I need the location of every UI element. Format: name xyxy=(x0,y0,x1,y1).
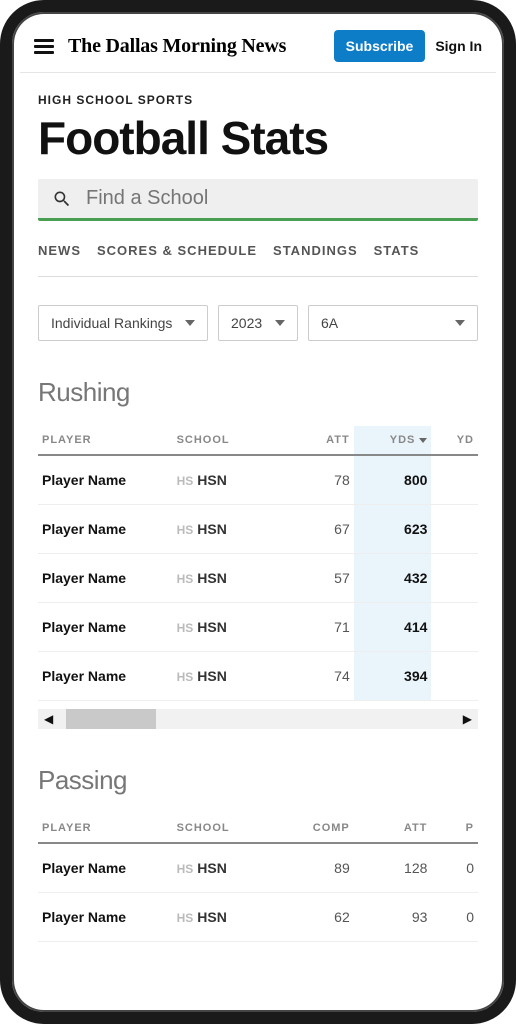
eyebrow: HIGH SCHOOL SPORTS xyxy=(38,93,478,107)
subnav-stats[interactable]: STATS xyxy=(374,243,420,258)
filter-type-label: Individual Rankings xyxy=(51,315,172,331)
stat-yds: 432 xyxy=(354,554,432,603)
stat-att: 128 xyxy=(354,843,432,893)
table-row[interactable]: Player NameHSHSN67623 xyxy=(38,505,478,554)
school-name[interactable]: HSHSN xyxy=(173,554,282,603)
col-ydg[interactable]: YD xyxy=(431,426,478,455)
player-name[interactable]: Player Name xyxy=(38,603,173,652)
rushing-scrollbar[interactable]: ◀ ▶ xyxy=(38,709,478,729)
scroll-right-icon[interactable]: ▶ xyxy=(463,712,472,726)
sort-desc-icon xyxy=(419,438,427,443)
col-school[interactable]: SCHOOL xyxy=(173,426,282,455)
section-title-rushing: Rushing xyxy=(38,377,478,408)
stat-yds: 414 xyxy=(354,603,432,652)
subnav-scores[interactable]: SCORES & SCHEDULE xyxy=(97,243,257,258)
filter-year-select[interactable]: 2023 xyxy=(218,305,298,341)
menu-icon[interactable] xyxy=(30,35,58,58)
stat-extra xyxy=(431,603,478,652)
table-row[interactable]: Player NameHSHSN78800 xyxy=(38,455,478,505)
school-name[interactable]: HSHSN xyxy=(173,603,282,652)
stat-att: 71 xyxy=(281,603,353,652)
col-player[interactable]: PLAYER xyxy=(38,426,173,455)
chevron-down-icon xyxy=(185,320,195,326)
player-name[interactable]: Player Name xyxy=(38,455,173,505)
col-school[interactable]: SCHOOL xyxy=(173,814,282,843)
table-row[interactable]: Player NameHSHSN74394 xyxy=(38,652,478,701)
subscribe-button[interactable]: Subscribe xyxy=(334,30,426,62)
stat-att: 67 xyxy=(281,505,353,554)
stat-yds: 623 xyxy=(354,505,432,554)
player-name[interactable]: Player Name xyxy=(38,554,173,603)
filters: Individual Rankings 2023 6A xyxy=(38,305,478,341)
header: The Dallas Morning News Subscribe Sign I… xyxy=(20,20,496,73)
player-name[interactable]: Player Name xyxy=(38,652,173,701)
player-name[interactable]: Player Name xyxy=(38,505,173,554)
filter-type-select[interactable]: Individual Rankings xyxy=(38,305,208,341)
stat-yds: 394 xyxy=(354,652,432,701)
col-yds[interactable]: YDS xyxy=(354,426,432,455)
school-logo: HS xyxy=(177,474,194,488)
table-row[interactable]: Player NameHSHSN57432 xyxy=(38,554,478,603)
table-row[interactable]: Player NameHSHSN71414 xyxy=(38,603,478,652)
signin-link[interactable]: Sign In xyxy=(435,38,482,54)
subnav: NEWS SCORES & SCHEDULE STANDINGS STATS xyxy=(38,243,478,258)
school-logo: HS xyxy=(177,862,194,876)
stat-att: 57 xyxy=(281,554,353,603)
search-input[interactable] xyxy=(86,187,464,210)
scroll-left-icon[interactable]: ◀ xyxy=(44,712,53,726)
stat-comp: 62 xyxy=(281,893,353,942)
table-row[interactable]: Player NameHSHSN891280 xyxy=(38,843,478,893)
stat-pct: 0 xyxy=(431,843,478,893)
col-att[interactable]: ATT xyxy=(281,426,353,455)
school-logo: HS xyxy=(177,621,194,635)
school-name[interactable]: HSHSN xyxy=(173,455,282,505)
masthead-logo[interactable]: The Dallas Morning News xyxy=(68,35,286,58)
filter-year-label: 2023 xyxy=(231,315,262,331)
rushing-table: PLAYER SCHOOL ATT YDS YD Player NameHSHS… xyxy=(38,426,478,701)
page-title: Football Stats xyxy=(38,111,478,165)
stat-att: 74 xyxy=(281,652,353,701)
search-box[interactable] xyxy=(38,179,478,221)
stat-yds: 800 xyxy=(354,455,432,505)
stat-att: 78 xyxy=(281,455,353,505)
school-name[interactable]: HSHSN xyxy=(173,505,282,554)
filter-class-select[interactable]: 6A xyxy=(308,305,478,341)
school-name[interactable]: HSHSN xyxy=(173,843,282,893)
chevron-down-icon xyxy=(455,320,465,326)
passing-table: PLAYER SCHOOL COMP ATT P Player NameHSHS… xyxy=(38,814,478,942)
stat-extra xyxy=(431,505,478,554)
player-name[interactable]: Player Name xyxy=(38,843,173,893)
col-comp[interactable]: COMP xyxy=(281,814,353,843)
stat-extra xyxy=(431,455,478,505)
col-pct[interactable]: P xyxy=(431,814,478,843)
subnav-news[interactable]: NEWS xyxy=(38,243,81,258)
subnav-standings[interactable]: STANDINGS xyxy=(273,243,358,258)
stat-pct: 0 xyxy=(431,893,478,942)
col-att[interactable]: ATT xyxy=(354,814,432,843)
stat-extra xyxy=(431,652,478,701)
table-row[interactable]: Player NameHSHSN62930 xyxy=(38,893,478,942)
stat-comp: 89 xyxy=(281,843,353,893)
chevron-down-icon xyxy=(275,320,285,326)
divider xyxy=(38,276,478,277)
section-title-passing: Passing xyxy=(38,765,478,796)
school-logo: HS xyxy=(177,523,194,537)
school-logo: HS xyxy=(177,572,194,586)
stat-att: 93 xyxy=(354,893,432,942)
filter-class-label: 6A xyxy=(321,315,338,331)
school-logo: HS xyxy=(177,911,194,925)
search-icon xyxy=(52,189,72,209)
school-logo: HS xyxy=(177,670,194,684)
col-player[interactable]: PLAYER xyxy=(38,814,173,843)
player-name[interactable]: Player Name xyxy=(38,893,173,942)
scroll-thumb[interactable] xyxy=(66,709,156,729)
school-name[interactable]: HSHSN xyxy=(173,893,282,942)
school-name[interactable]: HSHSN xyxy=(173,652,282,701)
stat-extra xyxy=(431,554,478,603)
